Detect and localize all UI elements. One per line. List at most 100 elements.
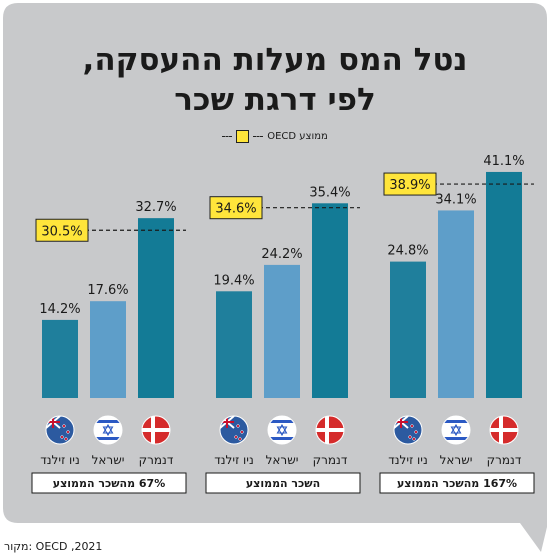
country-label: ניו זילנד [388, 453, 428, 467]
category-label: 167% מהשכר הממוצע [397, 477, 517, 490]
flag-star-triangle [276, 426, 288, 437]
bar-dk-2 [486, 171, 522, 398]
oecd-average-label: 34.6% [215, 202, 256, 217]
flag-rim [489, 415, 519, 445]
bar-dk-1 [312, 203, 348, 398]
flag-rim [141, 415, 171, 445]
country-label: ישראל [92, 453, 125, 467]
flag-star [414, 430, 418, 434]
bar-value-label: 34.1% [435, 192, 476, 207]
bar-nz-1 [216, 291, 252, 398]
legend-dash [253, 136, 264, 137]
new-zealand-flag-icon [393, 415, 423, 445]
flag-stripe [268, 437, 296, 440]
denmark-flag-icon [141, 415, 171, 445]
flag-rim [45, 415, 75, 445]
oecd-average-box [209, 196, 263, 220]
flag-star-triangle [450, 423, 462, 434]
israel-flag-icon [93, 415, 123, 445]
bar-dk-0 [138, 218, 174, 398]
flag-rim [393, 415, 423, 445]
bar-il-1 [264, 264, 300, 398]
flag-star-triangle [102, 426, 114, 437]
denmark-flag-icon [489, 415, 519, 445]
legend-dash [222, 136, 233, 137]
flag-body [316, 416, 344, 444]
flag-stripe [268, 420, 296, 423]
flag-star [408, 435, 412, 439]
flag-stripe [94, 437, 122, 440]
flag-rim [93, 415, 123, 445]
bar-value-label: 24.8% [387, 244, 428, 259]
country-label: ישראל [440, 453, 473, 467]
flag-body [142, 416, 170, 444]
flag-cross [490, 428, 518, 432]
category-label: 67% מהשכר הממוצע [53, 477, 165, 490]
denmark-flag-icon [315, 415, 345, 445]
country-label: דנמרק [139, 453, 174, 467]
oecd-average-box [35, 218, 89, 242]
legend-label: ממוצע OECD [267, 131, 328, 142]
chart-title: נטל המס מעלות ההעסקה, לפי דרגת שכר [20, 40, 530, 120]
bar-value-label: 35.4% [309, 185, 350, 200]
bar-value-label: 17.6% [87, 283, 128, 298]
country-label: דנמרק [313, 453, 348, 467]
flag-body [94, 416, 122, 444]
new-zealand-flag-icon [45, 415, 75, 445]
flag-star-triangle [276, 423, 288, 434]
country-label: דנמרק [487, 453, 522, 467]
flag-rim [219, 415, 249, 445]
flag-star [240, 430, 244, 434]
flag-star [62, 424, 66, 428]
flag-stripe [442, 437, 470, 440]
source-note: מקור: OECD ,2021 [4, 540, 103, 553]
flag-cross [316, 428, 344, 432]
bar-il-0 [90, 301, 126, 398]
flag-star [238, 437, 242, 441]
flag-star [66, 430, 70, 434]
flag-body [220, 416, 248, 444]
country-label: ניו זילנד [214, 453, 254, 467]
flag-star [64, 437, 68, 441]
flag-star [234, 435, 238, 439]
oecd-average-label: 30.5% [41, 224, 82, 239]
flag-star [412, 437, 416, 441]
flag-star [236, 424, 240, 428]
flag-rim [267, 415, 297, 445]
country-label: ניו זילנד [40, 453, 80, 467]
israel-flag-icon [267, 415, 297, 445]
category-label: השכר הממוצע [246, 477, 320, 490]
flag-body [394, 416, 422, 444]
flag-star [410, 424, 414, 428]
flag-star [60, 435, 64, 439]
new-zealand-flag-icon [219, 415, 249, 445]
oecd-average-box [383, 172, 437, 196]
category-label-box [379, 472, 535, 494]
country-label: ישראל [266, 453, 299, 467]
flag-star-triangle [102, 423, 114, 434]
bar-nz-2 [390, 261, 426, 398]
oecd-average-label: 38.9% [389, 178, 430, 193]
category-label-box [31, 472, 187, 494]
bar-value-label: 41.1% [483, 154, 524, 169]
chart-title-line-1: נטל המס מעלות ההעסקה, [82, 42, 468, 78]
legend-average-swatch [236, 130, 250, 143]
flag-rim [315, 415, 345, 445]
flag-stripe [94, 420, 122, 423]
bar-value-label: 32.7% [135, 200, 176, 215]
category-label-box [205, 472, 361, 494]
chart-title-line-2: לפי דרגת שכר [174, 82, 376, 118]
bar-il-2 [438, 210, 474, 398]
flag-star-triangle [450, 426, 462, 437]
flag-cross [142, 428, 170, 432]
israel-flag-icon [441, 415, 471, 445]
bar-nz-0 [42, 319, 78, 398]
bar-value-label: 19.4% [213, 273, 254, 288]
bar-value-label: 14.2% [39, 302, 80, 317]
flag-rim [441, 415, 471, 445]
flag-body [490, 416, 518, 444]
flag-body [442, 416, 470, 444]
flag-stripe [442, 420, 470, 423]
legend: ממוצע OECD [0, 130, 550, 143]
